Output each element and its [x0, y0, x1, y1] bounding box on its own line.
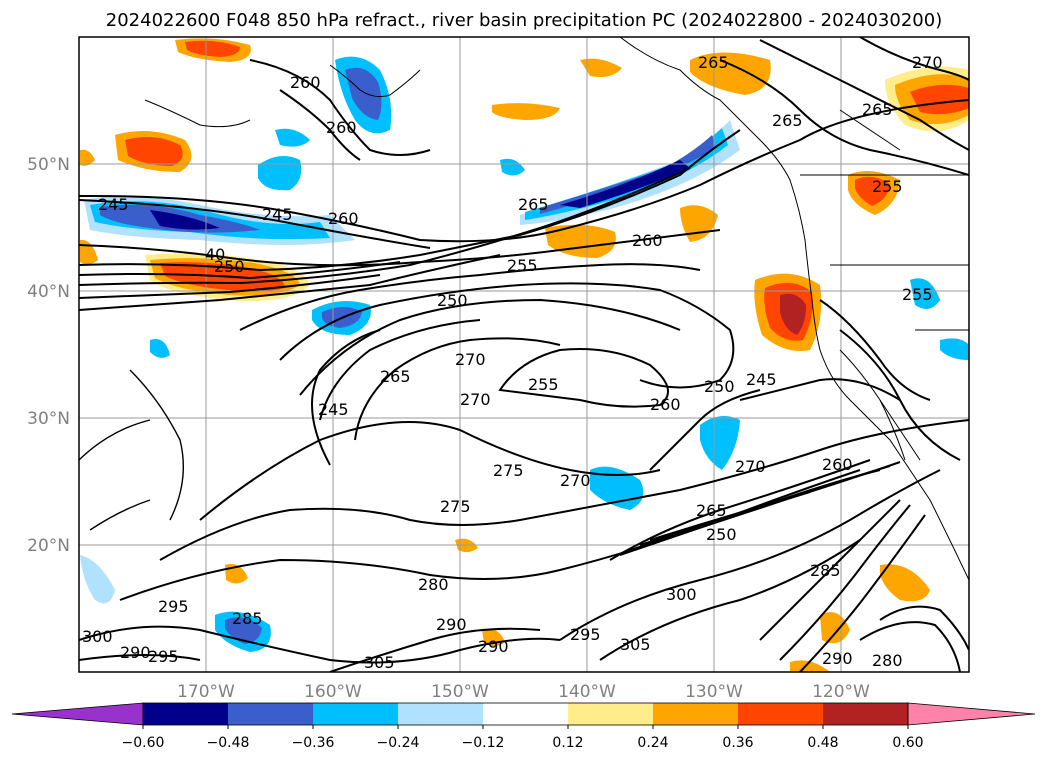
contour-label: 290: [822, 649, 853, 668]
lon-label: 140°W: [558, 682, 616, 702]
longitude-labels: 170°W 160°W 150°W 140°W 130°W 120°W: [177, 682, 870, 702]
lat-label: 20°N: [27, 536, 70, 556]
contour-label: 245: [746, 370, 777, 389]
contour-label: 260: [290, 73, 321, 92]
colorbar-swatch: [483, 703, 568, 725]
contour-label: 265: [696, 501, 727, 520]
colorbar-swatch: [823, 703, 908, 725]
contour-label: 280: [418, 575, 449, 594]
lat-label: 30°N: [27, 409, 70, 429]
contour-label: 305: [364, 653, 395, 672]
lat-label: 50°N: [27, 155, 70, 175]
contour-label: 270: [455, 350, 486, 369]
contour-label: 275: [493, 461, 524, 480]
contour-label: 280: [872, 651, 903, 670]
colorbar-tick-label: −0.60: [122, 735, 165, 751]
contour-label: 250: [706, 525, 737, 544]
contour-label: 250: [437, 291, 468, 310]
lon-label: 120°W: [812, 682, 870, 702]
contour-label: 300: [82, 627, 113, 646]
colorbar-swatch: [228, 703, 313, 725]
contour-label: 265: [772, 111, 803, 130]
colorbar-tick-label: −0.36: [292, 735, 335, 751]
contour-label: 255: [902, 285, 933, 304]
colorbar-swatch: [313, 703, 398, 725]
colorbar: −0.60 −0.48 −0.36 −0.24 −0.12 0.12 0.24 0.36 0.4…: [11, 702, 1036, 751]
colorbar-extend-low: [11, 702, 144, 726]
contour-label: 260: [326, 118, 357, 137]
lon-label: 160°W: [304, 682, 362, 702]
colorbar-tick-label: −0.24: [377, 735, 420, 751]
map-title: 2024022600 F048 850 hPa refract., river …: [106, 10, 942, 31]
contour-label: 305: [620, 635, 651, 654]
contour-label: 260: [328, 209, 359, 228]
colorbar-border: [142, 702, 909, 726]
contour-label: 250: [704, 377, 735, 396]
map-area: 260 260 265 265 270 265 245 245 260 265 …: [79, 37, 969, 672]
contour-label: 285: [232, 609, 263, 628]
colorbar-extend-high: [907, 702, 1036, 726]
contour-label: 290: [478, 637, 509, 656]
contour-label: 270: [912, 53, 943, 72]
contour-label: 260: [822, 455, 853, 474]
lon-label: 170°W: [177, 682, 235, 702]
colorbar-swatch: [143, 703, 228, 725]
lon-label: 130°W: [685, 682, 743, 702]
map-border: [78, 36, 970, 673]
colorbar-swatch: [398, 703, 483, 725]
contour-label: 255: [872, 177, 903, 196]
colorbar-tick-label: −0.12: [462, 735, 505, 751]
contour-label: 295: [158, 597, 189, 616]
contour-label: 265: [518, 195, 549, 214]
contour-label: 295: [570, 625, 601, 644]
contour-label: 265: [862, 100, 893, 119]
contour-label: 285: [810, 561, 841, 580]
contour-label: 255: [507, 256, 538, 275]
contour-label: 270: [460, 390, 491, 409]
latitude-labels: 50°N 40°N 30°N 20°N: [27, 155, 70, 556]
colorbar-tick-label: 0.60: [892, 735, 923, 751]
contour-label: 250: [214, 257, 245, 276]
contour-label: 290: [436, 615, 467, 634]
contour-label: 265: [380, 367, 411, 386]
contour-label: 300: [666, 585, 697, 604]
contour-label: 40: [205, 245, 225, 264]
contour-label: 275: [440, 497, 471, 516]
colorbar-tick-label: 0.12: [552, 735, 583, 751]
contour-label: 290: [120, 643, 151, 662]
contour-label: 245: [262, 205, 293, 224]
refractivity-contours: [79, 37, 969, 672]
colorbar-tick-label: 0.48: [807, 735, 838, 751]
lat-label: 40°N: [27, 282, 70, 302]
contour-label: 270: [735, 457, 766, 476]
contour-label: 260: [632, 231, 663, 250]
coastlines: [144, 37, 969, 581]
contour-label: 295: [148, 647, 179, 666]
colorbar-swatch: [738, 703, 823, 725]
colorbar-swatch: [568, 703, 653, 725]
colorbar-tick-label: −0.48: [207, 735, 250, 751]
contour-labels: 260 260 265 265 270 265 245 245 260 265 …: [82, 53, 943, 672]
contour-label: 270: [560, 471, 591, 490]
contour-label: 255: [528, 375, 559, 394]
contour-label: 245: [98, 195, 129, 214]
contour-label: 260: [650, 395, 681, 414]
contour-label: 245: [318, 400, 349, 419]
shading-negative: [80, 56, 969, 652]
contour-label: 265: [698, 53, 729, 72]
colorbar-tick-label: 0.24: [637, 735, 668, 751]
colorbar-swatch: [653, 703, 738, 725]
colorbar-tick-label: 0.36: [722, 735, 753, 751]
gridlines: [79, 37, 969, 672]
lon-label: 150°W: [431, 682, 489, 702]
